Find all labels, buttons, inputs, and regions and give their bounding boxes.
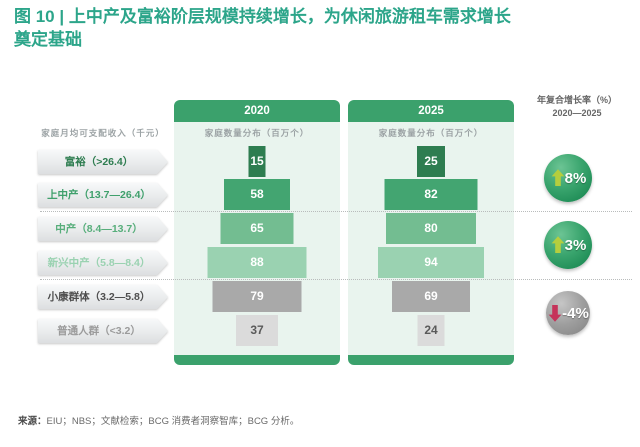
income-band-label-text: 新兴中产（5.8—8.4） [38,251,168,275]
income-band-label-text: 普通人群（<3.2） [38,319,168,343]
income-axis-header: 家庭月均可支配收入（千元） [41,128,165,138]
group-divider-line [40,211,632,212]
bar-2020-middle: 65 [220,213,294,244]
bar-2020-comfortable: 79 [212,281,302,312]
up-arrow-icon [550,168,566,188]
distribution-subtitle: 家庭数量分布（百万个） [378,128,484,138]
bar-2025-emerging-middle: 94 [378,247,484,278]
source-note: 来源：EIU；NBS；文献检索；BCG 消费者洞察智库；BCG 分析。 [18,413,299,427]
bar-2025-middle: 80 [386,213,476,244]
panel-footer-bar [348,355,514,365]
income-band-label-text: 上中产（13.7—26.4） [38,183,168,207]
pyramid-2025: 家庭数量分布（百万个） 25 82 80 94 69 24 [348,122,514,355]
bar-2025-upper-middle: 82 [384,179,478,210]
bar-2025-affluent: 25 [417,146,445,177]
pyramid-2020: 家庭数量分布（百万个） 15 58 65 88 79 37 [174,122,340,355]
cagr-badge-lower-group: -4% [546,291,590,335]
cagr-value: -4% [562,304,589,322]
group-divider-line [40,279,632,280]
income-band-label-text: 小康群体（3.2—5.8） [38,285,168,309]
year-header-2020: 2020 [174,100,340,122]
cagr-badge-middle-group: 3% [544,221,592,269]
panel-2025: 2025 家庭数量分布（百万个） 25 82 80 94 69 24 [348,100,514,365]
income-band-label-emerging-middle: 新兴中产（5.8—8.4） [38,251,168,275]
distribution-subtitle: 家庭数量分布（百万个） [204,128,310,138]
bar-2025-comfortable: 69 [392,281,470,312]
cagr-value: 8% [564,169,587,187]
income-band-label-affluent: 富裕（>26.4） [38,150,168,174]
income-band-label-comfortable: 小康群体（3.2—5.8） [38,285,168,309]
income-band-label-middle: 中产（8.4—13.7） [38,217,168,241]
panel-footer-bar [174,355,340,365]
down-arrow-icon [547,303,563,323]
bar-2020-ordinary: 37 [236,315,278,346]
source-label: 来源： [18,416,47,427]
source-text: EIU；NBS；文献检索；BCG 消费者洞察智库；BCG 分析。 [46,416,300,427]
income-band-label-text: 富裕（>26.4） [38,150,168,174]
bar-2020-affluent: 15 [248,146,266,177]
cagr-header: 年复合增长率（%） 2020—2025 [519,94,635,120]
cagr-value: 3% [564,236,587,254]
bar-2020-upper-middle: 58 [224,179,290,210]
bar-2025-ordinary: 24 [417,315,445,346]
cagr-header-line1: 年复合增长率（%） [536,95,617,105]
cagr-badge-affluent-group: 8% [544,154,592,202]
up-arrow-icon [550,235,566,255]
bar-2020-emerging-middle: 88 [207,247,307,278]
income-band-label-upper-middle: 上中产（13.7—26.4） [38,183,168,207]
cagr-header-line2: 2020—2025 [552,108,602,118]
figure-title: 图 10 | 上中产及富裕阶层规模持续增长，为休闲旅游租车需求增长 奠定基础 [14,7,511,49]
panel-2020: 2020 家庭数量分布（百万个） 15 58 65 88 79 37 [174,100,340,365]
income-band-label-text: 中产（8.4—13.7） [38,217,168,241]
income-band-label-ordinary: 普通人群（<3.2） [38,319,168,343]
year-header-2025: 2025 [348,100,514,122]
